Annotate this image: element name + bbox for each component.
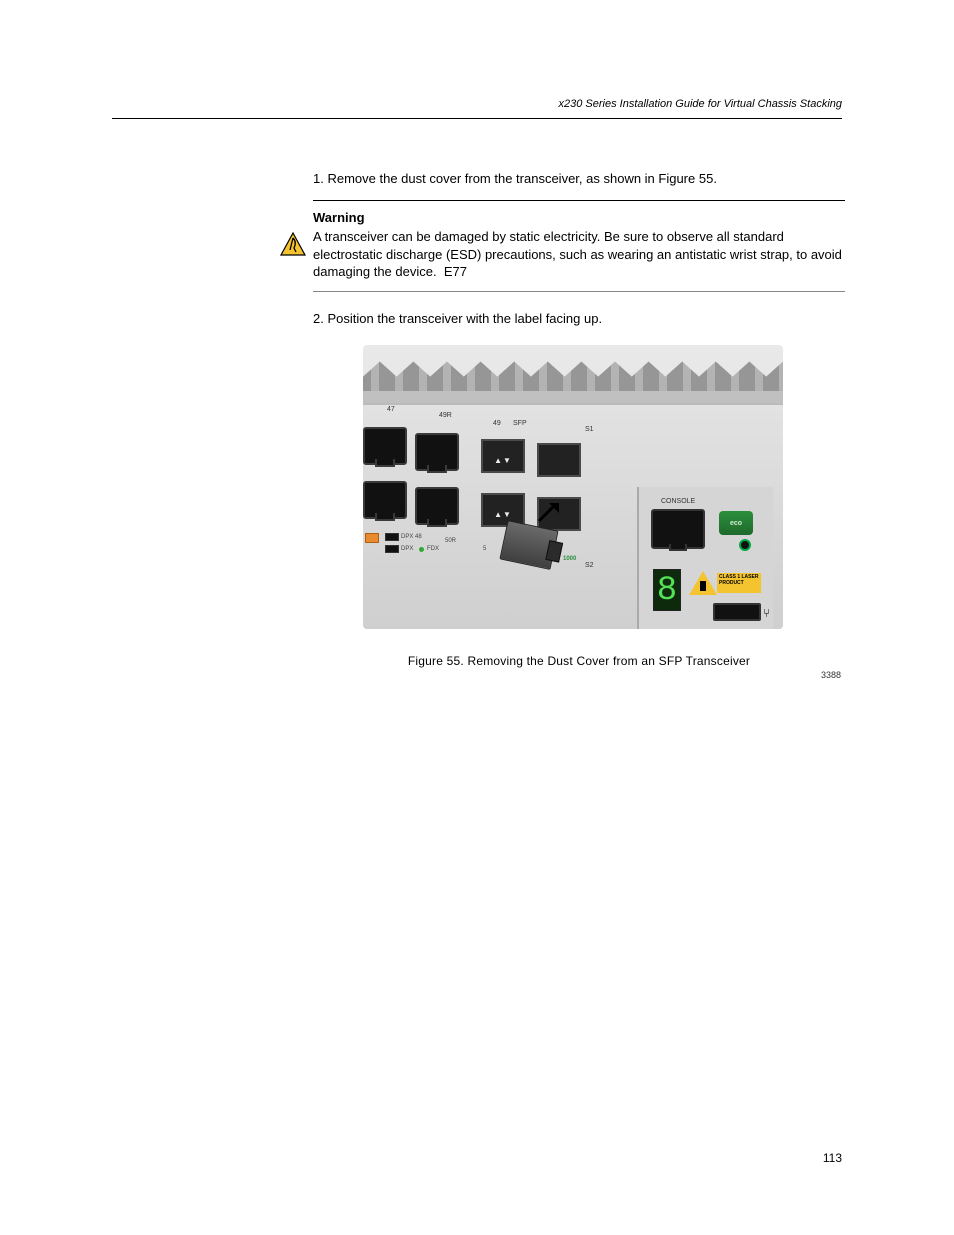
class1-laser-label: CLASS 1 LASER PRODUCT xyxy=(717,573,761,593)
diagram-id: 3388 xyxy=(821,669,841,681)
doc-title-text: x230 Series Installation Guide for Virtu… xyxy=(559,98,843,110)
label-50r: 50R xyxy=(445,537,456,545)
step-2: 2. Position the transceiver with the lab… xyxy=(313,310,845,328)
label-48: 48 xyxy=(415,533,422,541)
led-dpx-bot xyxy=(385,545,399,553)
insertion-arrow-icon xyxy=(535,499,561,525)
header-rule xyxy=(112,118,842,119)
rj45-port-49r xyxy=(415,433,459,471)
rj45-port-47 xyxy=(363,427,407,465)
warning-body: A transceiver can be damaged by static e… xyxy=(313,228,845,281)
eco-button xyxy=(739,539,751,551)
page-number: 113 xyxy=(823,1151,842,1165)
body-column: 1. Remove the dust cover from the transc… xyxy=(313,170,845,669)
figure-caption: Figure 55. Removing the Dust Cover from … xyxy=(313,653,845,669)
right-panel: CONSOLE eco 8 CLASS 1 LASER PRODUCT ⑂ xyxy=(637,487,773,629)
page-header: x230 Series Installation Guide for Virtu… xyxy=(0,118,954,119)
warning-code: E77 xyxy=(440,264,467,279)
warning-top-rule xyxy=(313,200,845,201)
sfp-slot-s1 xyxy=(537,443,581,477)
usb-icon: ⑂ xyxy=(763,605,770,621)
label-47: 47 xyxy=(387,405,395,414)
figure-55: 47 49R 49 SFP S1 DPX 48 DPX FDX 50R xyxy=(313,345,845,669)
step-2-text: Position the transceiver with the label … xyxy=(327,311,602,326)
link-1000-label: 1000 xyxy=(563,555,576,563)
warning-bottom-rule xyxy=(313,291,845,292)
led-dpx-top xyxy=(385,533,399,541)
text-dpx-1: DPX xyxy=(401,533,413,541)
eco-badge: eco xyxy=(719,511,753,535)
label-49r: 49R xyxy=(439,411,452,420)
warning-icon xyxy=(280,232,306,256)
text-fdx: FDX xyxy=(427,545,439,553)
sfp-slot-49: ▲▼ xyxy=(481,439,525,473)
rj45-port-50r xyxy=(415,487,459,525)
label-s2: S2 xyxy=(585,561,594,570)
warning-body-text: A transceiver can be damaged by static e… xyxy=(313,229,842,279)
text-dpx-2: DPX xyxy=(401,545,413,553)
front-plate: 47 49R 49 SFP S1 DPX 48 DPX FDX 50R xyxy=(363,403,783,629)
warning-block: Warning A transceiver can be damaged by … xyxy=(313,209,845,281)
orange-release-tab xyxy=(365,533,379,543)
step-2-number: 2. xyxy=(313,311,324,326)
console-port xyxy=(651,509,705,549)
usb-port xyxy=(713,603,761,621)
laser-warning-icon xyxy=(689,571,717,595)
led-fdx-indicator xyxy=(419,547,424,552)
seven-segment-display: 8 xyxy=(653,569,681,611)
switch-illustration: 47 49R 49 SFP S1 DPX 48 DPX FDX 50R xyxy=(363,345,783,629)
step-1-number: 1. xyxy=(313,171,324,186)
rj45-port-48 xyxy=(363,481,407,519)
label-49: 49 xyxy=(493,419,501,428)
step-1-text: Remove the dust cover from the transceiv… xyxy=(327,171,716,186)
eco-text: eco xyxy=(730,519,742,528)
label-sfp: SFP xyxy=(513,419,527,428)
label-s1: S1 xyxy=(585,425,594,434)
step-1: 1. Remove the dust cover from the transc… xyxy=(313,170,845,188)
label-console: CONSOLE xyxy=(661,497,695,506)
chassis-fin-base xyxy=(363,391,783,403)
warning-heading: Warning xyxy=(313,209,845,227)
